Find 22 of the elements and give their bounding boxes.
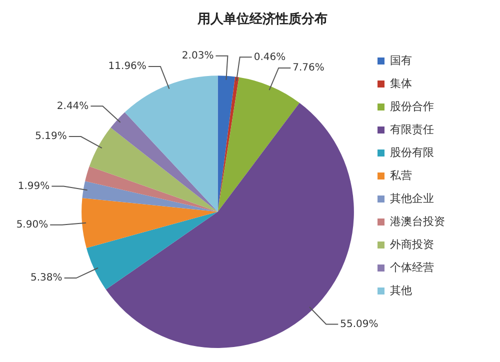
data-label: 2.03% (182, 50, 214, 62)
legend-label: 外商投资 (390, 238, 434, 251)
legend-label: 集体 (390, 76, 412, 90)
chart-title: 用人单位经济性质分布 (196, 11, 328, 28)
data-label: 5.38% (30, 272, 62, 284)
legend-label: 港澳台投资 (390, 214, 445, 228)
data-label: 11.96% (108, 61, 146, 72)
data-label: 7.76% (292, 62, 324, 74)
legend-label: 其他企业 (390, 192, 434, 205)
data-label: 55.09% (340, 318, 378, 330)
legend-label: 股份合作 (390, 100, 434, 113)
legend-label: 私营 (390, 168, 412, 182)
data-label: 1.99% (18, 180, 50, 192)
legend-label: 个体经营 (390, 260, 434, 274)
legend-label: 有限责任 (390, 122, 434, 136)
legend-label: 股份有限 (390, 146, 434, 159)
legend-label: 国有 (390, 54, 412, 67)
data-label: 2.44% (56, 100, 89, 112)
data-label: 0.46% (254, 52, 286, 63)
data-label: 5.90% (16, 219, 48, 230)
legend-label: 其他 (390, 284, 412, 297)
data-label: 5.19% (35, 131, 67, 142)
